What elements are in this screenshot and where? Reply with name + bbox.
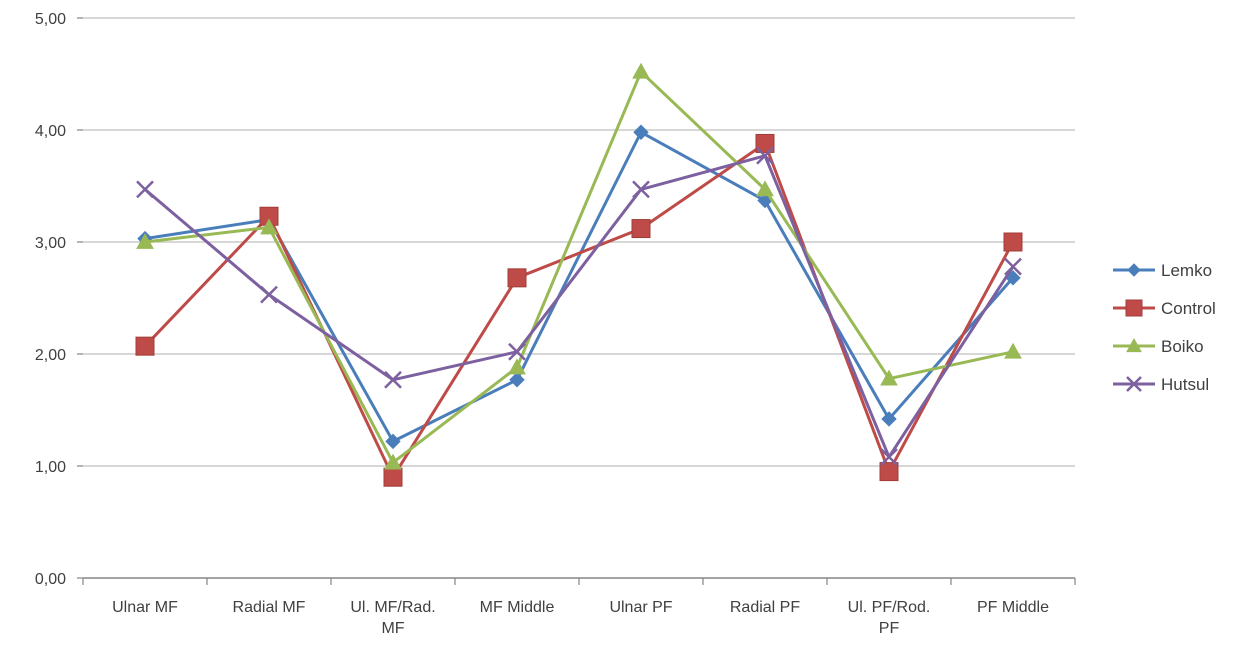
triangle-marker [384, 453, 402, 470]
series-lemko [137, 124, 1021, 450]
series-line [144, 154, 1015, 459]
square-marker [1125, 299, 1143, 317]
x-marker [632, 180, 650, 199]
square-marker [755, 133, 775, 153]
x-tick-label: Radial MF [233, 599, 306, 616]
x-marker [756, 146, 774, 165]
square-marker [879, 462, 899, 482]
x-tick-label: Ul. PF/Rod. PF [848, 599, 931, 637]
diamond-marker [881, 411, 897, 427]
gridlines [83, 17, 1075, 467]
triangle-marker [136, 232, 154, 249]
legend-label: Boiko [1161, 337, 1204, 356]
legend-label: Lemko [1161, 261, 1212, 280]
legend-label: Hutsul [1161, 375, 1209, 394]
triangle-marker [508, 358, 526, 375]
y-tick-label: 4,00 [35, 123, 66, 140]
triangle-marker [1004, 342, 1022, 359]
x-tick-label: Radial PF [730, 599, 800, 616]
x-tick-label-line: Ulnar MF [112, 599, 178, 616]
series-line [144, 70, 1014, 465]
square-marker [135, 336, 155, 356]
x-tick-label-line: Ulnar PF [609, 599, 672, 616]
series-control [135, 133, 1023, 487]
x-tick-label-line: MF Middle [480, 599, 555, 616]
x-tick-label: MF Middle [480, 599, 555, 616]
triangle-marker [880, 369, 898, 386]
legend-item-boiko: Boiko [1113, 337, 1204, 356]
legend-item-lemko: Lemko [1113, 261, 1212, 280]
x-tick-label-line: Radial MF [233, 599, 306, 616]
x-marker [384, 370, 402, 389]
diamond-marker [1127, 263, 1141, 277]
diamond-marker [633, 124, 649, 140]
triangle-marker [632, 62, 650, 79]
series-lines [135, 62, 1023, 487]
legend-item-control: Control [1113, 299, 1216, 318]
series-hutsul [136, 146, 1022, 466]
triangle-marker [756, 180, 774, 197]
y-tick-label: 1,00 [35, 459, 66, 476]
series-line [143, 141, 1015, 479]
y-tick-label: 2,00 [35, 347, 66, 364]
axes: 0,00 1,00 2,00 3,00 4,00 5,00 Ulnar MF Radial M… [35, 11, 1076, 637]
diamond-marker [385, 433, 401, 450]
x-tick-label-line: Ul. PF/Rod. [848, 599, 931, 616]
x-tick-label-line: PF Middle [977, 599, 1049, 616]
x-tick-label: Ulnar MF [112, 599, 178, 616]
x-tick-label: Ul. MF/Rad. MF [350, 599, 435, 637]
series-boiko [136, 62, 1022, 470]
triangle-marker [260, 218, 278, 235]
x-marker [136, 180, 154, 199]
x-tick-label-line: MF [381, 620, 404, 637]
y-tick-label: 5,00 [35, 11, 66, 28]
x-marker [880, 448, 898, 466]
x-tick-label-line: Ul. MF/Rad. [350, 599, 435, 616]
y-tick-label: 3,00 [35, 235, 66, 252]
diamond-marker [509, 372, 525, 388]
square-marker [383, 467, 403, 487]
triangle-marker [1126, 337, 1142, 353]
y-tick-label: 0,00 [35, 571, 66, 588]
legend-item-hutsul: Hutsul [1113, 375, 1209, 394]
x-tick-label: Ulnar PF [609, 599, 672, 616]
square-marker [507, 268, 527, 288]
x-tick-label-line: PF [879, 620, 900, 637]
square-marker [1003, 232, 1023, 252]
x-marker [1126, 376, 1142, 392]
x-marker [508, 342, 526, 361]
x-tick-label: PF Middle [977, 599, 1049, 616]
x-marker [1004, 257, 1022, 276]
x-marker [260, 285, 278, 304]
legend: Lemko Control Boiko Hutsul [1113, 261, 1216, 394]
square-marker [631, 219, 651, 239]
x-tick-label-line: Radial PF [730, 599, 800, 616]
legend-label: Control [1161, 299, 1216, 318]
